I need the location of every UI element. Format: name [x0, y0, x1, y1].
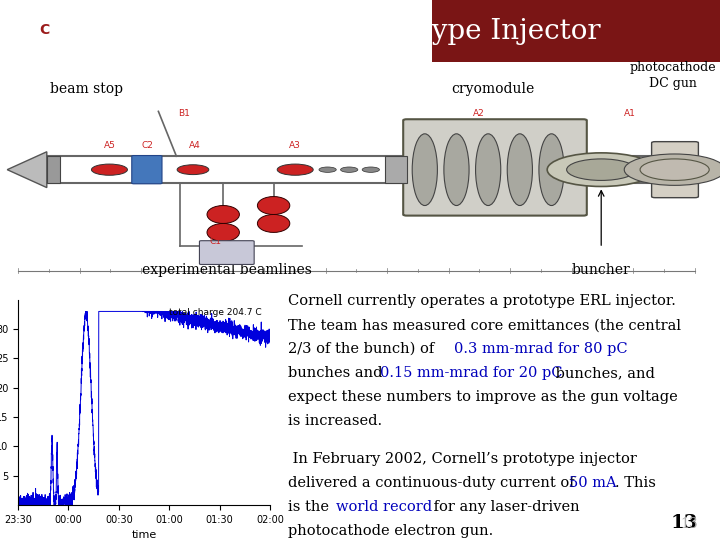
Text: 13: 13 [671, 514, 698, 532]
Text: The team has measured core emittances (the central: The team has measured core emittances (t… [288, 318, 681, 332]
Circle shape [362, 167, 379, 172]
Text: In February 2002, Cornell’s prototype injector: In February 2002, Cornell’s prototype in… [288, 452, 637, 466]
Text: experimental beamlines: experimental beamlines [142, 263, 312, 277]
X-axis label: time: time [131, 530, 157, 540]
Text: beam stop: beam stop [50, 82, 123, 96]
Text: B1: B1 [178, 109, 189, 118]
Text: A2: A2 [473, 109, 485, 118]
Text: 50 mA: 50 mA [570, 476, 617, 490]
Ellipse shape [507, 134, 533, 206]
Text: 13: 13 [681, 517, 698, 531]
Legend: total charge 204.7 C: total charge 204.7 C [145, 304, 266, 320]
Text: world record: world record [336, 500, 433, 514]
Text: C: C [40, 23, 50, 37]
Text: C2: C2 [142, 140, 153, 150]
Circle shape [624, 154, 720, 185]
Ellipse shape [539, 134, 564, 206]
Text: A4: A4 [189, 140, 200, 150]
Text: A5: A5 [104, 140, 115, 150]
Text: bunches, and: bunches, and [552, 366, 655, 380]
Ellipse shape [258, 214, 289, 232]
Text: Existing Prototype Injector: Existing Prototype Injector [220, 17, 600, 45]
FancyBboxPatch shape [385, 156, 407, 183]
Ellipse shape [207, 224, 239, 241]
Text: is the: is the [288, 500, 333, 514]
Circle shape [640, 159, 709, 180]
Text: A1: A1 [624, 109, 636, 118]
Ellipse shape [475, 134, 501, 206]
Text: 0.15 mm-mrad for 20 pC: 0.15 mm-mrad for 20 pC [380, 366, 562, 380]
Circle shape [277, 164, 313, 176]
Circle shape [319, 167, 336, 172]
Circle shape [91, 164, 127, 176]
Text: C1: C1 [210, 237, 222, 246]
FancyBboxPatch shape [132, 156, 162, 184]
FancyBboxPatch shape [403, 119, 587, 215]
Ellipse shape [258, 197, 289, 214]
Text: cryomodule: cryomodule [451, 82, 535, 96]
Text: delivered a continuous-duty current of: delivered a continuous-duty current of [288, 476, 580, 490]
Text: 0.3 mm-mrad for 80 pC: 0.3 mm-mrad for 80 pC [454, 342, 628, 356]
Text: photocathode
DC gun: photocathode DC gun [630, 61, 716, 90]
Text: 2/3 of the bunch) of: 2/3 of the bunch) of [288, 342, 439, 356]
Text: Accelerator-based Sciences and Education (CLASSE): Accelerator-based Sciences and Education… [97, 37, 280, 44]
Text: buncher: buncher [572, 263, 631, 277]
Ellipse shape [444, 134, 469, 206]
Circle shape [341, 167, 358, 172]
FancyBboxPatch shape [47, 156, 60, 183]
FancyBboxPatch shape [652, 141, 698, 198]
Text: expect these numbers to improve as the gun voltage: expect these numbers to improve as the g… [288, 390, 678, 404]
Polygon shape [7, 152, 47, 187]
Text: is increased.: is increased. [288, 414, 382, 428]
Text: A3: A3 [289, 140, 301, 150]
Circle shape [177, 165, 209, 174]
Circle shape [0, 9, 304, 53]
Text: for any laser-driven: for any laser-driven [429, 500, 580, 514]
Circle shape [567, 159, 636, 180]
Text: . This: . This [615, 476, 656, 490]
Text: Cornell Laboratory for: Cornell Laboratory for [97, 17, 181, 26]
Text: bunches and: bunches and [288, 366, 387, 380]
FancyBboxPatch shape [199, 241, 254, 265]
Text: Cornell currently operates a prototype ERL injector.: Cornell currently operates a prototype E… [288, 294, 676, 308]
Ellipse shape [207, 206, 239, 224]
Text: photocathode electron gun.: photocathode electron gun. [288, 524, 493, 538]
FancyBboxPatch shape [432, 0, 720, 62]
Ellipse shape [412, 134, 438, 206]
Circle shape [547, 153, 655, 186]
